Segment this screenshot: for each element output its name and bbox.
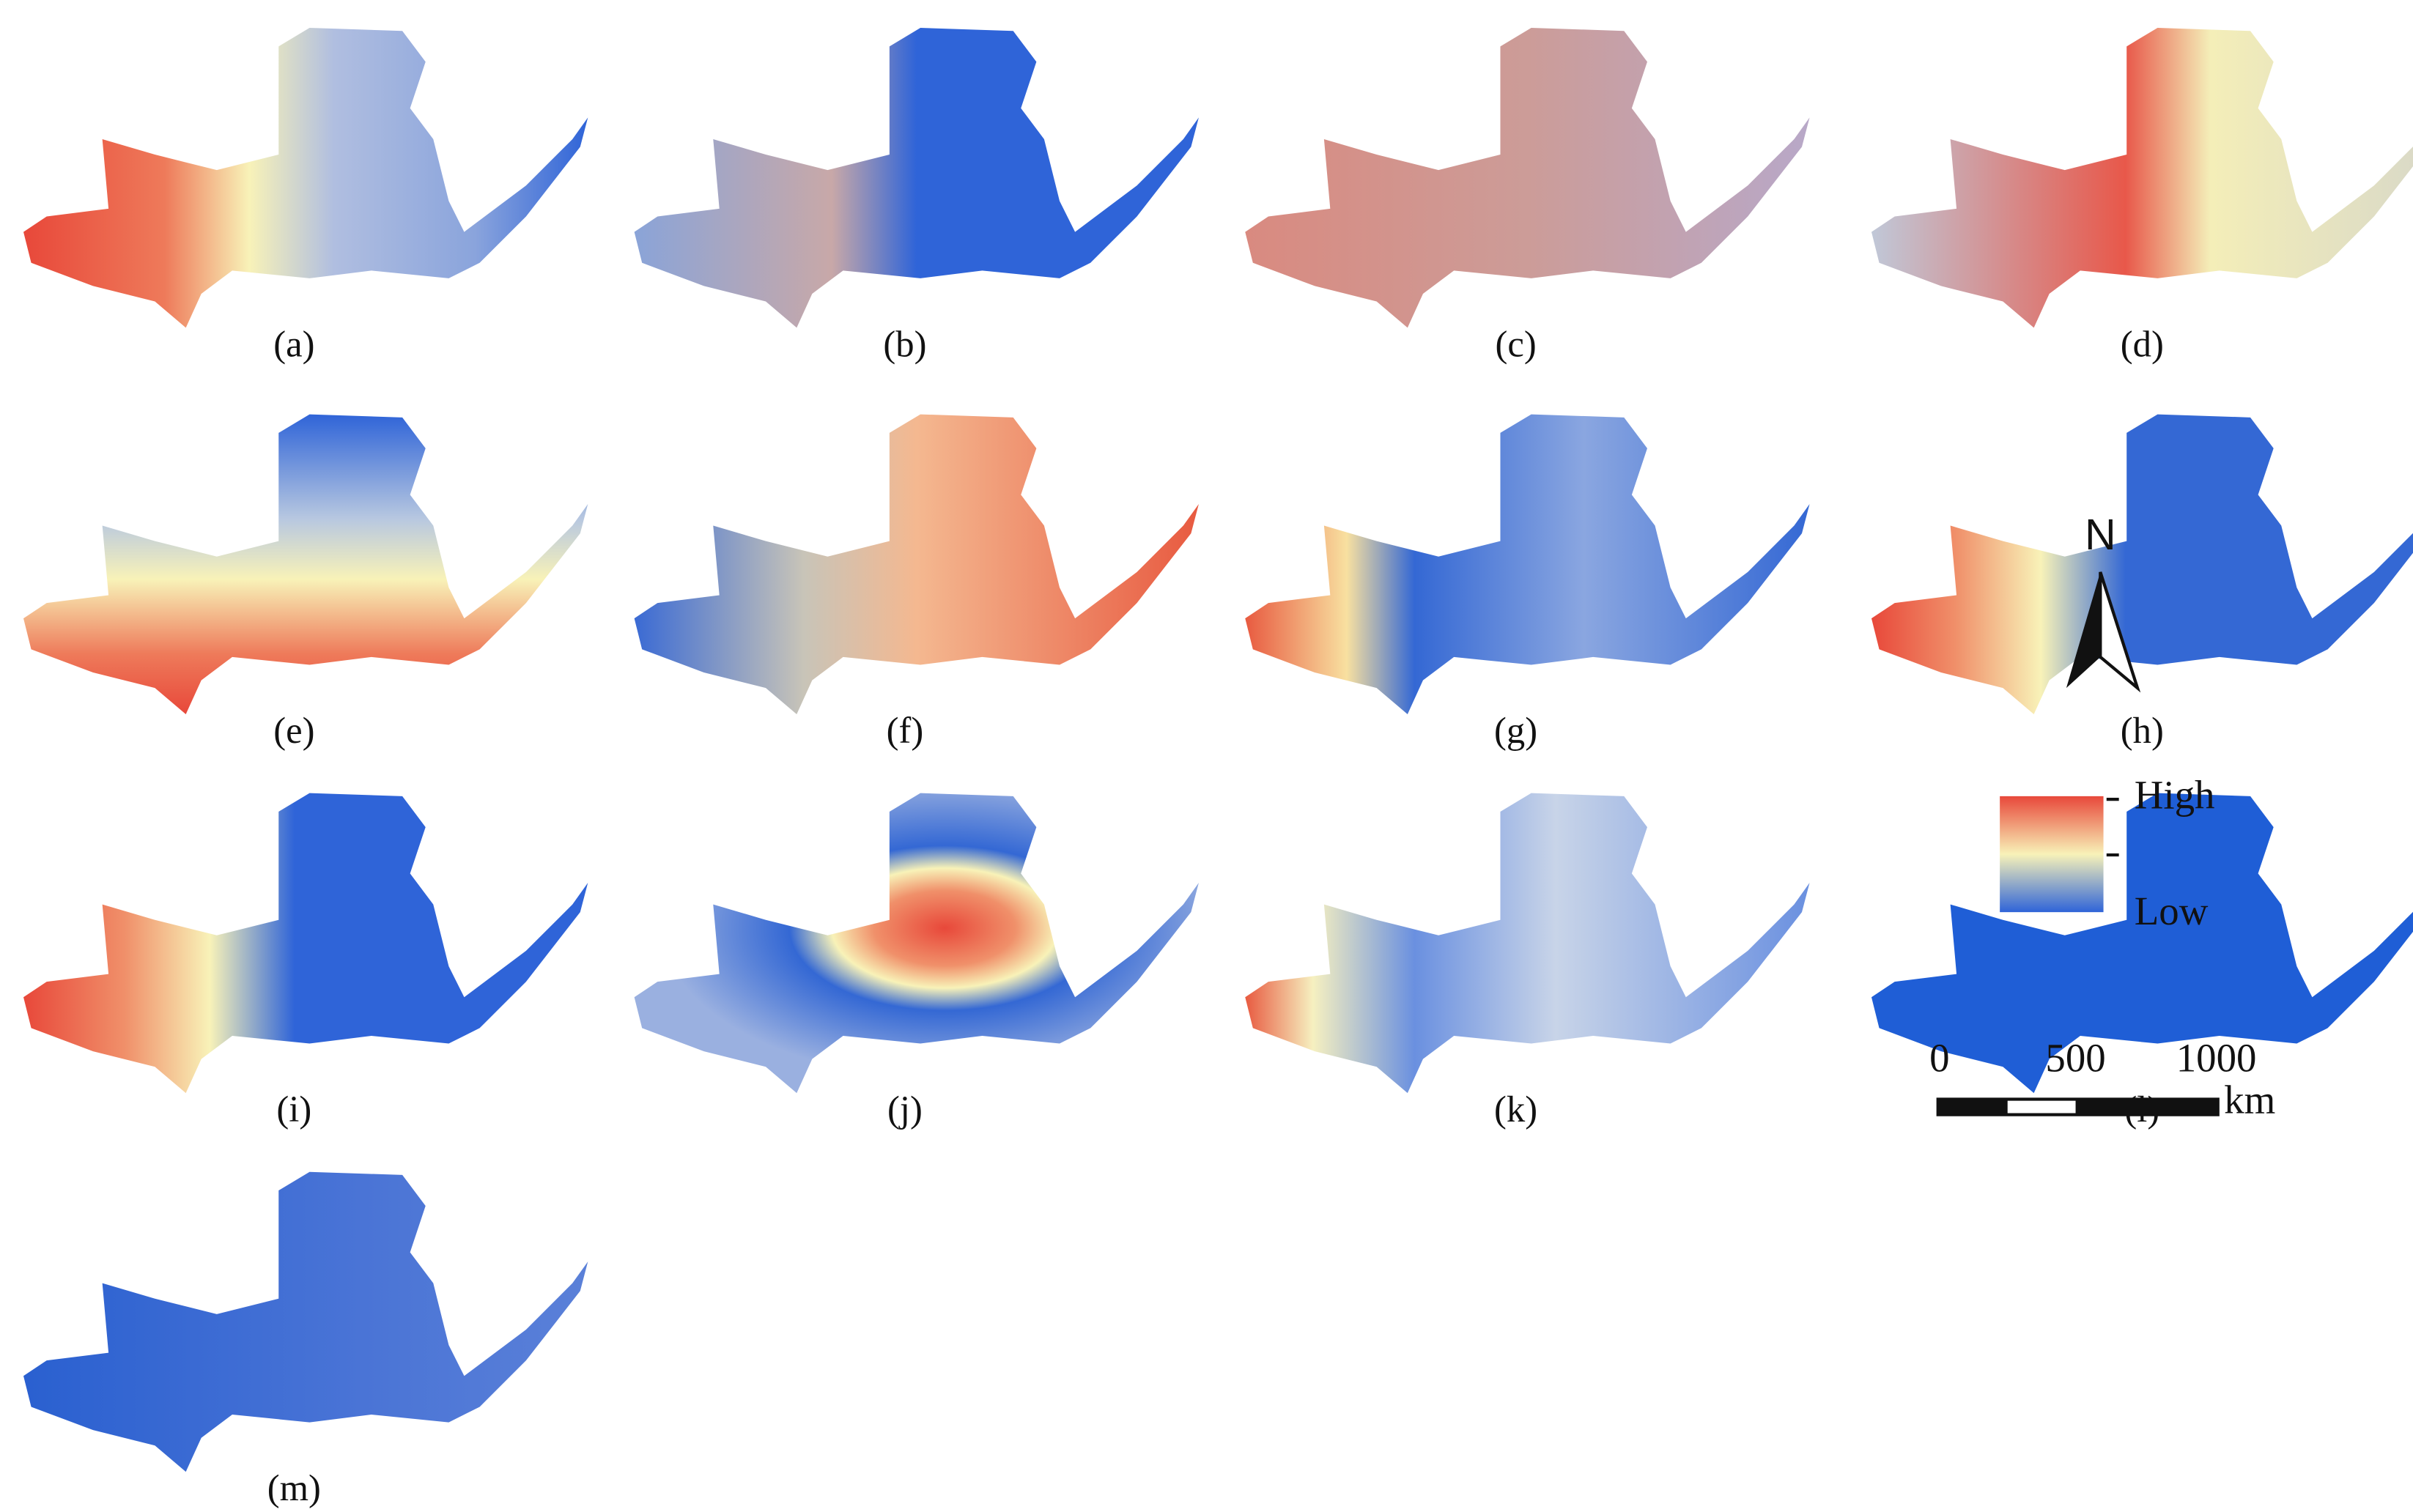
north-label: N — [2085, 511, 2116, 559]
scale-tick-label: 1000 — [2176, 1035, 2257, 1080]
panel-label: (e) — [273, 710, 314, 751]
scale-bar: 0 500 1000 km — [1929, 1035, 2275, 1122]
basin-map — [1245, 27, 1810, 328]
panel-label: (c) — [1495, 323, 1536, 364]
basin-map — [634, 27, 1199, 328]
legend-ramp — [2000, 796, 2104, 913]
legend-low: Low — [2135, 889, 2209, 933]
panel-label: (j) — [887, 1089, 923, 1130]
scale-unit: km — [2224, 1077, 2275, 1122]
panels: (a)(b)(c)(d)(e)(f)(g)(h)(i)(j)(k)(l)(m) — [23, 27, 2413, 1508]
scale-bar-segment — [2007, 1100, 2076, 1113]
panel-label: (b) — [883, 323, 926, 364]
panel-label: (f) — [887, 710, 924, 751]
basin-map — [1871, 414, 2413, 715]
basin-map — [634, 414, 1199, 715]
basin-map — [1871, 27, 2413, 328]
panel-label: (d) — [2121, 323, 2164, 364]
arrow-right — [2099, 571, 2141, 693]
basin-map — [23, 27, 588, 328]
panel-label: (g) — [1494, 710, 1537, 751]
panel-label: (m) — [267, 1467, 321, 1508]
panel-label: (h) — [2121, 710, 2164, 751]
panel-label: (k) — [1494, 1089, 1537, 1130]
legend-high: High — [2135, 773, 2215, 818]
basin-map — [1245, 414, 1810, 715]
basin-map — [1871, 793, 2413, 1094]
basin-map — [23, 414, 588, 715]
basin-map — [1245, 793, 1810, 1094]
panel-label: (a) — [273, 323, 314, 364]
basin-map — [634, 793, 1199, 1094]
panel-label: (i) — [276, 1089, 311, 1130]
basin-map — [23, 793, 588, 1094]
scale-bar-body — [1936, 1097, 2220, 1116]
scale-tick-label: 0 — [1929, 1035, 1949, 1080]
scale-tick-label: 500 — [2045, 1035, 2105, 1080]
basin-map — [23, 1171, 588, 1472]
legend: High Low — [2000, 773, 2214, 933]
